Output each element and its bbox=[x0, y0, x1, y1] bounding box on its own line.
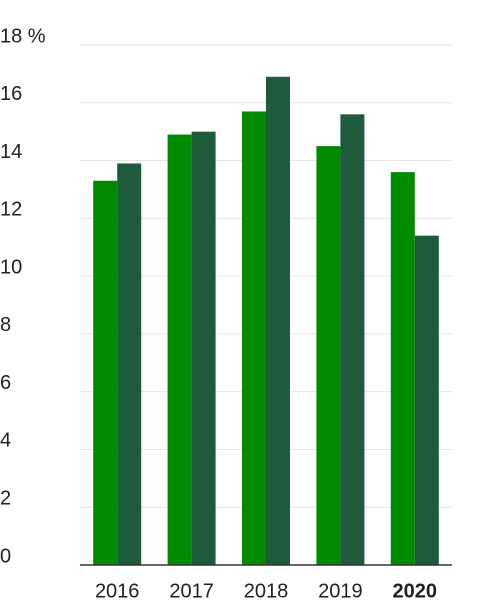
y-tick-label: 14 bbox=[0, 141, 22, 163]
y-tick-label: 2 bbox=[0, 488, 11, 510]
y-tick-label: 6 bbox=[0, 372, 11, 394]
x-tick-label: 2018 bbox=[244, 580, 289, 600]
bar bbox=[316, 146, 341, 565]
y-tick-label: 16 bbox=[0, 83, 22, 105]
x-tick-label: 2016 bbox=[95, 580, 140, 600]
bar bbox=[266, 76, 290, 566]
bar bbox=[93, 180, 118, 565]
bar bbox=[167, 134, 192, 566]
y-tick-label: 8 bbox=[0, 314, 11, 336]
y-tick-label: 18 % bbox=[0, 25, 46, 47]
bar bbox=[117, 163, 142, 565]
bar bbox=[191, 131, 216, 565]
bar bbox=[242, 111, 266, 565]
y-tick-label: 0 bbox=[0, 545, 11, 567]
x-tick-label: 2019 bbox=[318, 580, 363, 600]
x-tick-label: 2017 bbox=[169, 580, 214, 600]
y-tick-label: 12 bbox=[0, 199, 22, 221]
y-tick-label: 10 bbox=[0, 256, 22, 278]
bar bbox=[340, 114, 365, 565]
y-tick-label: 4 bbox=[0, 430, 11, 452]
x-tick-label: 2020 bbox=[393, 580, 438, 600]
bar bbox=[390, 172, 415, 565]
bar bbox=[414, 235, 439, 565]
